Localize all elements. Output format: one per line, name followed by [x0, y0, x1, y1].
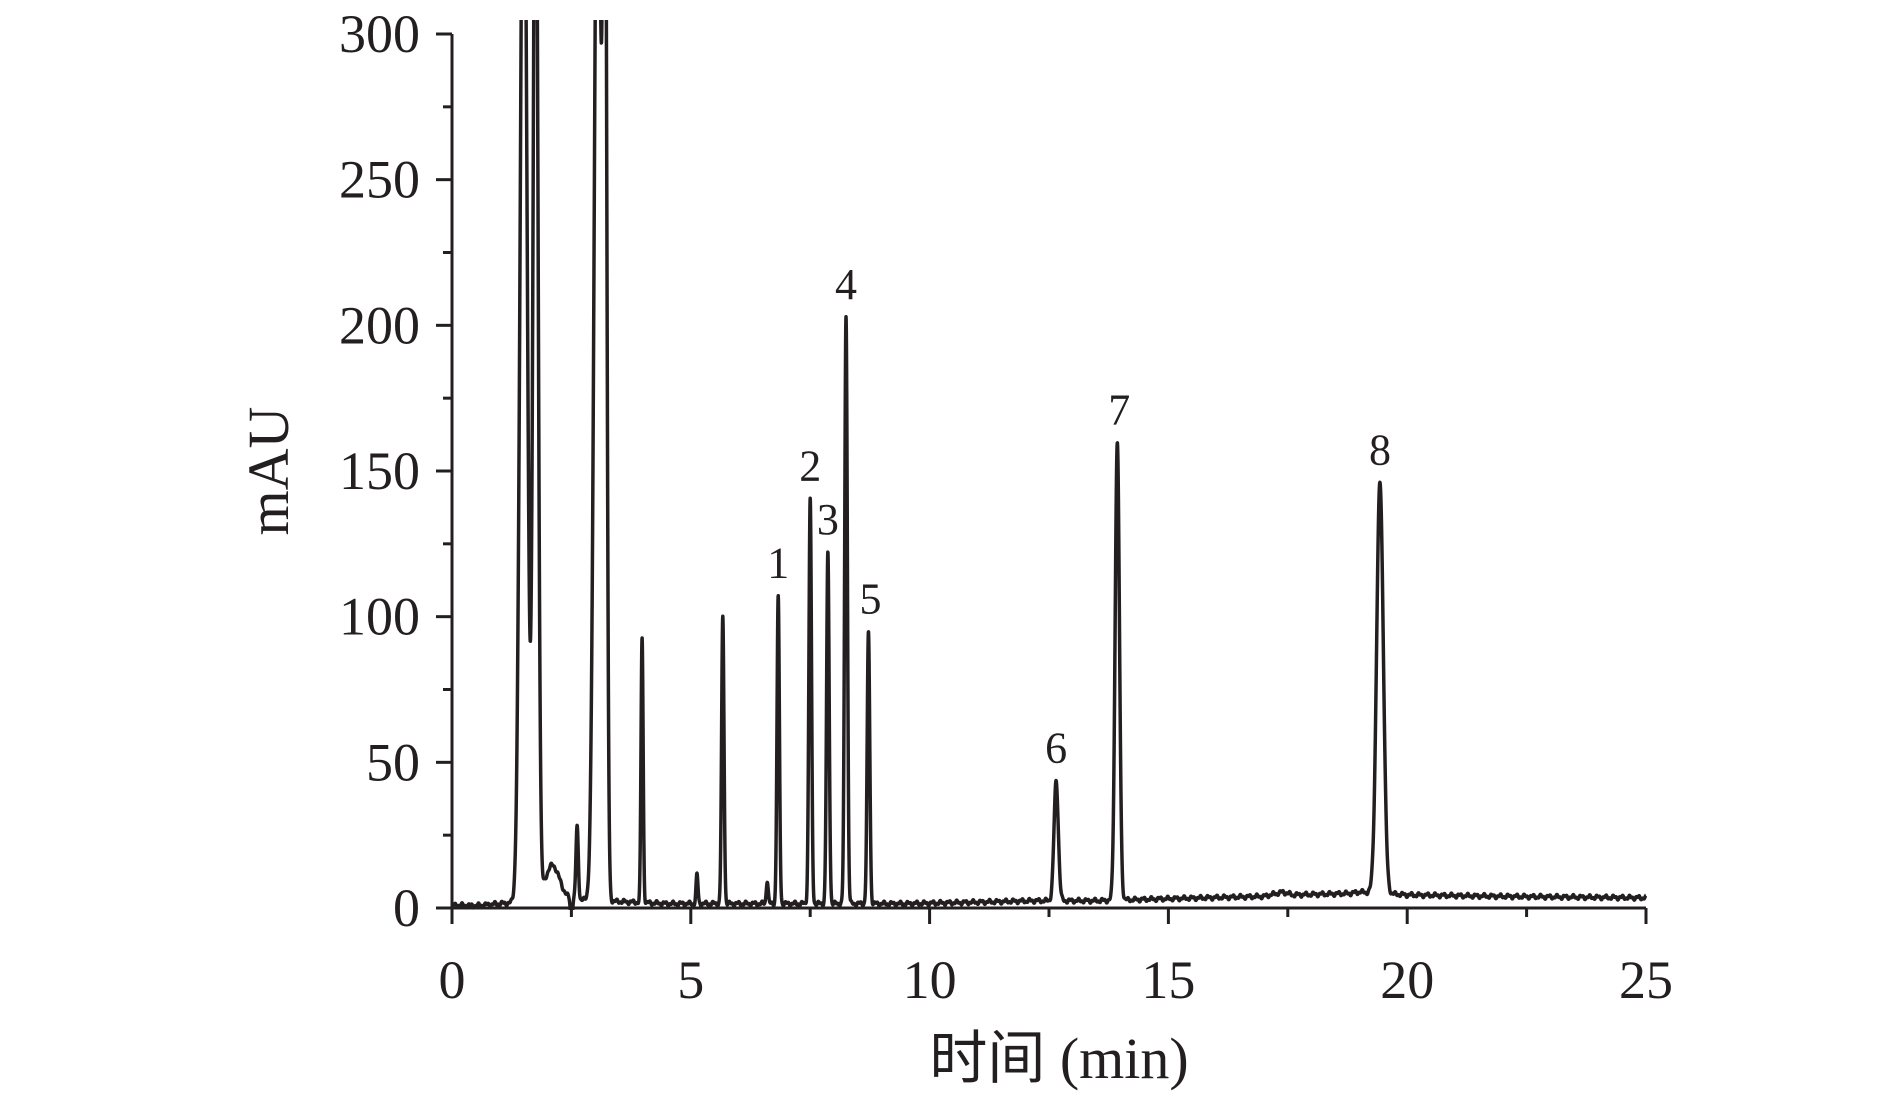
y-tick-label: 100	[339, 587, 420, 647]
peak-label-2: 2	[799, 441, 821, 490]
x-tick-label: 25	[1619, 950, 1673, 1010]
peak-label-3: 3	[817, 495, 839, 544]
y-tick-label: 200	[339, 295, 420, 355]
chromatogram-trace	[450, 20, 1648, 910]
peak-label-6: 6	[1045, 724, 1067, 773]
x-tick-label: 20	[1380, 950, 1434, 1010]
y-axis-ticks: 0 50 100 150 200 250 300	[339, 4, 452, 938]
y-tick-label: 250	[339, 150, 420, 210]
y-tick-label: 0	[393, 878, 420, 938]
x-tick-label: 5	[677, 950, 704, 1010]
peak-labels: 12 3 4 5 6 7 8	[767, 260, 1391, 773]
y-tick-label: 300	[339, 4, 420, 64]
y-axis-title: mAU	[236, 407, 301, 536]
peak-label-1: 1	[767, 539, 789, 588]
x-tick-label: 0	[439, 950, 466, 1010]
x-axis-ticks: 0 5 10 15 20 25	[439, 908, 1673, 1010]
peak-label-5: 5	[859, 575, 881, 624]
peak-label-8: 8	[1369, 425, 1391, 474]
x-axis-title: 时间 (min)	[929, 1026, 1188, 1091]
y-tick-label: 50	[366, 732, 420, 792]
x-tick-label: 15	[1141, 950, 1195, 1010]
x-tick-label: 10	[903, 950, 957, 1010]
y-tick-label: 150	[339, 441, 420, 501]
peak-label-7: 7	[1108, 386, 1130, 435]
peak-label-4: 4	[835, 260, 857, 309]
